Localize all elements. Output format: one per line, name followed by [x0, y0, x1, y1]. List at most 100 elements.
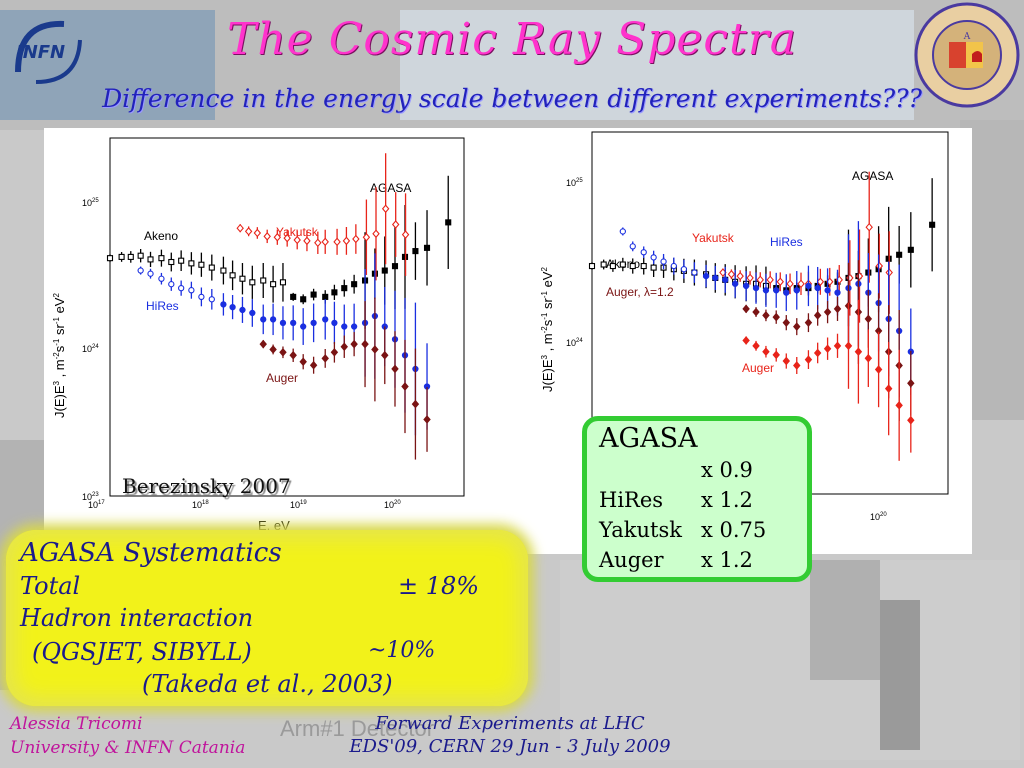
data-point-akeno	[629, 262, 636, 270]
data-point-hires	[834, 289, 841, 296]
data-point-hires	[137, 267, 144, 274]
data-point-agasa	[896, 251, 903, 258]
data-point-hires	[722, 276, 729, 283]
data-point-auger-1-2	[742, 304, 750, 314]
left-plot-markers	[106, 153, 452, 460]
data-point-agasa	[290, 293, 297, 300]
systematics-models-value: ~10%	[368, 638, 436, 663]
data-point-auger	[259, 339, 267, 349]
data-point-auger	[864, 353, 873, 363]
data-point-akeno	[619, 261, 626, 268]
data-point-auger	[371, 345, 379, 354]
data-point-hires	[350, 323, 358, 330]
data-point-auger	[350, 339, 358, 349]
slide-subtitle: Difference in the energy scale between d…	[102, 84, 922, 113]
data-point-yakutsk	[321, 237, 329, 247]
data-point-yakutsk	[253, 228, 262, 238]
data-point-yakutsk	[381, 204, 390, 214]
data-point-agasa	[300, 296, 307, 303]
infn-logo: INFN	[15, 20, 82, 84]
data-point-yakutsk	[362, 232, 371, 242]
left-ytick-1e25: 1025	[82, 198, 99, 208]
data-point-auger	[309, 360, 318, 370]
data-point-hires	[773, 287, 780, 294]
data-point-auger	[772, 350, 780, 360]
right-ytick-1e24: 1024	[566, 338, 583, 348]
factor-value: x 1.2	[701, 488, 753, 512]
right-ylabel: J(E)E3 , m-2s-1 sr-1 eV2	[540, 267, 555, 392]
data-point-hires	[331, 319, 338, 327]
right-label-agasa: AGASA	[852, 169, 893, 183]
university-seal: A	[914, 2, 1020, 108]
data-point-yakutsk	[401, 230, 410, 239]
data-point-hires	[691, 269, 698, 276]
data-point-yakutsk	[816, 277, 825, 287]
factor-value: x 1.2	[701, 548, 753, 572]
data-point-akeno	[260, 277, 267, 284]
right-label-yakutsk: Yakutsk	[692, 231, 735, 245]
data-point-hires	[793, 287, 800, 294]
right-xtick-1e20: 1020	[870, 512, 887, 522]
data-point-auger	[874, 365, 883, 374]
data-point-yakutsk	[303, 236, 311, 246]
data-point-yakutsk	[314, 238, 322, 248]
data-point-auger-1-2	[813, 311, 822, 320]
data-point-auger	[411, 399, 420, 409]
data-point-auger	[782, 356, 791, 366]
footer-event-line1: Forward Experiments at LHC	[375, 713, 645, 734]
data-point-agasa	[445, 219, 452, 226]
left-xtick-1e19: 1019	[290, 500, 307, 510]
data-point-auger	[381, 350, 389, 360]
factor-row-yakutsk: Yakutsk x 0.75	[599, 515, 795, 545]
plots-panel: 1017 1018 1019 1020 E, eV 1023 1024 1025…	[44, 128, 972, 554]
data-point-akeno	[270, 281, 277, 288]
data-point-yakutsk	[236, 223, 244, 233]
data-point-agasa	[412, 248, 419, 255]
factor-row-agasa: x 0.9	[599, 455, 795, 485]
data-point-hires	[168, 281, 175, 288]
data-point-auger-1-2	[752, 307, 760, 317]
data-point-yakutsk	[766, 275, 774, 285]
left-label-agasa: AGASA	[370, 181, 411, 195]
spectra-plots: 1017 1018 1019 1020 E, eV 1023 1024 1025…	[52, 131, 949, 533]
data-point-akeno	[188, 260, 195, 267]
data-point-akeno	[609, 262, 616, 270]
data-point-auger	[423, 415, 431, 424]
data-point-akeno	[118, 253, 125, 260]
data-point-hires	[650, 254, 657, 261]
data-point-auger	[895, 400, 903, 410]
data-point-hires	[680, 266, 688, 273]
data-point-hires	[629, 243, 636, 250]
data-point-auger	[340, 342, 348, 352]
slide-title: The Cosmic Ray Spectra	[226, 14, 798, 65]
data-point-auger	[793, 361, 801, 370]
data-point-yakutsk	[786, 279, 794, 289]
footer-author-block: Alessia Tricomi University & INFN Catani…	[10, 712, 245, 760]
data-point-hires	[752, 284, 760, 292]
data-point-akeno	[198, 261, 205, 268]
data-point-auger	[884, 384, 893, 393]
data-point-auger-1-2	[804, 318, 813, 328]
data-point-akeno	[229, 272, 236, 279]
data-point-akeno	[249, 279, 256, 286]
data-point-yakutsk	[352, 234, 360, 244]
right-label-auger: Auger	[742, 361, 774, 375]
data-point-auger	[823, 344, 832, 354]
footer-author: Alessia Tricomi	[10, 714, 143, 734]
left-label-auger: Auger	[266, 371, 298, 385]
data-point-auger	[752, 341, 760, 351]
data-point-hires	[731, 280, 739, 287]
data-point-akeno	[127, 253, 134, 260]
data-point-hires	[198, 293, 205, 301]
data-point-yakutsk	[776, 277, 784, 287]
systematics-total-value: ± 18%	[398, 572, 480, 600]
data-point-yakutsk	[244, 226, 253, 236]
factor-value: x 0.75	[701, 518, 767, 542]
left-xtick-1e17: 1017	[88, 500, 105, 510]
data-point-auger	[907, 415, 915, 425]
data-point-auger	[361, 339, 369, 349]
plot-caption: Berezinsky 2007	[122, 474, 291, 498]
left-xtick-1e18: 1018	[192, 500, 209, 510]
data-point-hires	[208, 296, 215, 303]
factor-name: Yakutsk	[599, 518, 682, 542]
